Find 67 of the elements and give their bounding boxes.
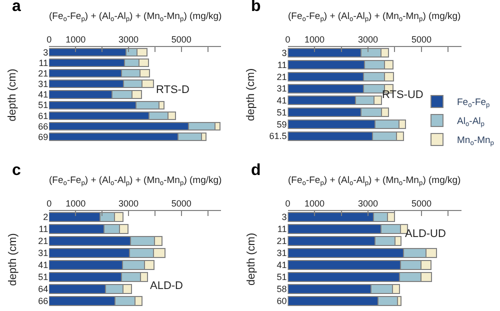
y-axis-title: depth (cm) bbox=[244, 68, 257, 121]
annotation: ALD-UD bbox=[405, 228, 446, 240]
y-tick-label: 41 bbox=[38, 260, 48, 270]
y-tick-label: 51 bbox=[276, 107, 287, 118]
text: (Fe$_{o}$-Fe$_{p}$) + (Al$_{o}$-Al$_{p}$) + (Mn$_{o}$-Mn$_{p}$) (mg/kg) bbox=[49, 175, 222, 187]
y-tick-label: 21 bbox=[276, 72, 287, 82]
text: (Fe$_{o}$-Fe$_{p}$) + (Al$_{o}$-Al$_{p}$) + (Mn$_{o}$-Mn$_{p}$) (mg/kg) bbox=[288, 11, 461, 23]
annotation: ALD-D bbox=[150, 280, 184, 292]
x-tick-label: 1000 bbox=[304, 198, 325, 208]
y-tick-label: 64 bbox=[38, 284, 48, 294]
legend-label: Fe$_{o}$-Fe$_{p}$ bbox=[457, 97, 490, 110]
chart-title: d bbox=[251, 162, 261, 179]
y-tick-label: 11 bbox=[38, 224, 48, 234]
x-tick-label: 1000 bbox=[304, 34, 325, 44]
y-tick-label: 41 bbox=[276, 96, 287, 106]
legend-label: Mn$_{o}$-Mn$_{p}$ bbox=[457, 135, 494, 148]
chart-title: a bbox=[12, 0, 21, 15]
x-tick-label: 1000 bbox=[66, 198, 86, 208]
y-tick-label: 3 bbox=[282, 48, 287, 58]
legend-label: Al$_{o}$-Al$_{p}$ bbox=[457, 116, 485, 128]
y-tick-label: 2 bbox=[43, 212, 48, 222]
y-tick-label: 66 bbox=[38, 296, 48, 306]
y-tick-label: 3 bbox=[282, 212, 287, 222]
y-tick-label: 66 bbox=[38, 121, 48, 132]
y-tick-label: 60 bbox=[276, 296, 287, 306]
y-tick-label: 51 bbox=[276, 272, 287, 282]
y-tick-label: 58 bbox=[276, 284, 287, 294]
y-tick-label: 51 bbox=[38, 100, 48, 110]
y-tick-label: 21 bbox=[38, 68, 48, 79]
x-tick-label: 5000 bbox=[171, 198, 192, 208]
y-axis-title: depth (cm) bbox=[6, 233, 19, 286]
y-tick-label: 31 bbox=[38, 79, 48, 90]
y-tick-label: 3 bbox=[43, 47, 48, 58]
y-tick-label: 41 bbox=[38, 90, 48, 100]
y-axis-title: depth (cm) bbox=[6, 68, 18, 122]
annotation: RTS-UD bbox=[382, 89, 424, 101]
x-tick-label: 1000 bbox=[66, 34, 86, 44]
x-tick-label: 0 bbox=[46, 34, 52, 44]
chart-title: c bbox=[12, 162, 21, 179]
x-tick-label: 0 bbox=[46, 198, 52, 208]
x-tick-label: 5000 bbox=[171, 34, 192, 44]
x-tick-label: 3000 bbox=[358, 198, 378, 208]
y-tick-label: 11 bbox=[277, 224, 287, 234]
x-tick-label: 3000 bbox=[118, 198, 138, 208]
y-tick-label: 21 bbox=[38, 236, 48, 246]
x-tick-label: 5000 bbox=[411, 34, 432, 44]
x-tick-label: 0 bbox=[285, 198, 290, 208]
text: (Fe$_{o}$-Fe$_{p}$) + (Al$_{o}$-Al$_{p}$) + (Mn$_{o}$-Mn$_{p}$) (mg/kg) bbox=[288, 175, 461, 187]
y-tick-label: 11 bbox=[277, 60, 287, 70]
x-tick-label: 3000 bbox=[118, 34, 138, 44]
y-tick-label: 31 bbox=[38, 248, 48, 258]
x-tick-label: 3000 bbox=[358, 34, 378, 44]
y-axis-title: depth (cm) bbox=[245, 232, 258, 286]
text: (Fe$_{o}$-Fe$_{p}$) + (Al$_{o}$-Al$_{p}$) + (Mn$_{o}$-Mn$_{p}$) (mg/kg) bbox=[49, 11, 222, 23]
annotation: RTS-D bbox=[156, 84, 190, 96]
y-tick-label: 61 bbox=[38, 110, 48, 121]
y-tick-label: 69 bbox=[38, 132, 48, 142]
y-tick-label: 61.5 bbox=[269, 131, 287, 142]
y-tick-label: 11 bbox=[38, 58, 48, 68]
y-tick-label: 31 bbox=[276, 248, 287, 258]
y-tick-label: 21 bbox=[276, 236, 287, 246]
y-tick-label: 59 bbox=[276, 119, 287, 130]
y-tick-label: 41 bbox=[276, 260, 287, 270]
y-tick-label: 31 bbox=[276, 84, 287, 94]
y-tick-label: 51 bbox=[38, 272, 48, 282]
x-tick-label: 5000 bbox=[411, 198, 432, 208]
x-tick-label: 0 bbox=[285, 34, 290, 44]
